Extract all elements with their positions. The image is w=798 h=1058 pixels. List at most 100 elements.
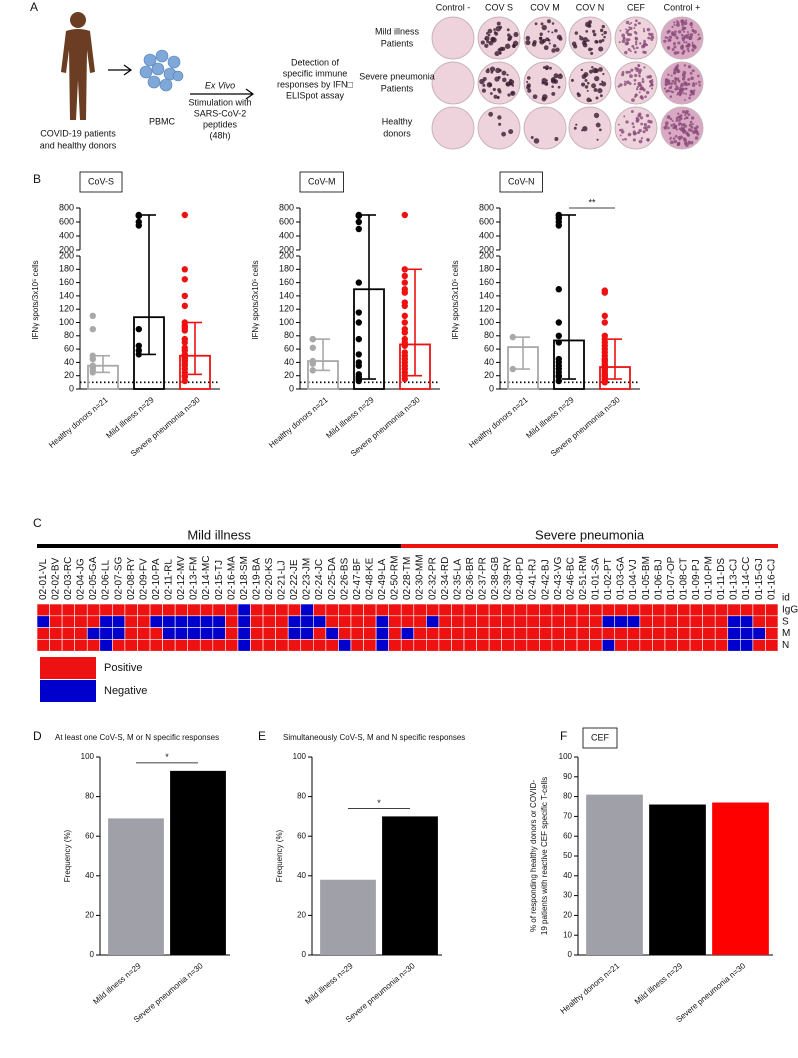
data-point	[181, 377, 188, 385]
data-point	[601, 319, 608, 326]
elispot-spot	[673, 21, 676, 24]
elispot-spot	[679, 86, 682, 89]
elispot-spot	[671, 25, 674, 29]
sample-id: 02-05-GA	[88, 556, 99, 600]
y-tick-label: 100	[559, 752, 573, 761]
sample-id: 01-02-PT	[603, 558, 614, 600]
data-point	[355, 279, 362, 286]
elispot-spot	[671, 120, 674, 123]
chart-label-box	[79, 171, 123, 193]
y-tick-label: 200	[479, 244, 494, 254]
y-tick-label: 120	[279, 304, 294, 314]
heatmap-cell	[513, 627, 528, 640]
elispot-spot	[637, 131, 640, 134]
elispot-spot	[685, 109, 689, 114]
elispot-spot	[680, 82, 683, 85]
data-point	[309, 335, 316, 343]
elispot-spot	[633, 78, 637, 82]
column-header: COV M	[530, 2, 560, 12]
heatmap-cell	[262, 615, 276, 628]
heatmap-cell	[564, 639, 578, 652]
data-point	[509, 333, 516, 341]
heatmap-cell	[639, 615, 653, 628]
data-point	[401, 312, 408, 320]
sample-id: 01-03-GA	[616, 556, 627, 600]
elispot-spot	[642, 88, 646, 92]
elispot-spot	[642, 130, 646, 134]
heatmap-cell	[526, 627, 540, 640]
elispot-spot	[629, 74, 633, 79]
sample-id: 02-06-LL	[101, 560, 112, 600]
well	[568, 106, 612, 150]
heatmap-cell	[74, 627, 88, 640]
sample-id: 02-46-BC	[565, 557, 576, 600]
y-tick-label: 120	[479, 304, 494, 314]
elispot-spot	[505, 81, 511, 87]
elispot-spot	[554, 28, 558, 33]
elispot-spot	[673, 51, 678, 55]
elispot-spot	[642, 43, 645, 46]
elispot-spot	[681, 44, 684, 47]
heatmap-cell	[413, 615, 427, 628]
data-point	[135, 325, 142, 333]
heatmap-cell	[488, 615, 502, 628]
elispot-spot	[622, 138, 625, 141]
heatmap-cell	[187, 615, 201, 628]
elispot-spot	[585, 21, 591, 28]
elispot-spot	[599, 94, 603, 98]
data-point	[89, 355, 97, 363]
elispot-spot	[632, 130, 636, 134]
elispot-spot	[630, 22, 633, 24]
heatmap-cell	[112, 603, 126, 617]
elispot-spot	[647, 125, 651, 129]
elispot-spot	[668, 35, 673, 39]
elispot-spot	[479, 78, 485, 85]
y-tick-label: 60	[484, 343, 494, 353]
y-tick-label: 180	[479, 264, 494, 274]
elispot-spot	[624, 137, 627, 141]
elispot-spot	[542, 66, 546, 69]
elispot-spot	[588, 47, 592, 52]
elispot-spot	[638, 91, 641, 94]
elispot-spot	[650, 38, 654, 42]
elispot-spot	[695, 82, 698, 85]
data-point	[355, 212, 362, 219]
elispot-spot	[683, 64, 687, 67]
elispot-spot	[690, 76, 694, 81]
detection-text: Detection of	[291, 57, 340, 67]
heatmap-cell	[400, 627, 415, 640]
elispot-spot	[680, 33, 684, 37]
heatmap-cell	[49, 615, 63, 628]
sample-id: 02-48-KE	[364, 557, 375, 600]
elispot-spot	[637, 71, 642, 75]
elispot-spot	[593, 112, 600, 119]
heatmap-cell	[74, 639, 88, 652]
elispot-spot	[482, 83, 486, 87]
elispot-spot	[556, 34, 562, 40]
heatmap-cell	[275, 639, 289, 652]
y-tick-label: 160	[279, 277, 294, 287]
sample-id: 02-10-PA	[151, 558, 162, 600]
heatmap-cell	[476, 639, 490, 652]
elispot-spot	[671, 79, 675, 83]
elispot-spot	[695, 125, 699, 129]
elispot-spot	[690, 116, 695, 120]
sample-id: 01-05-BM	[641, 556, 652, 600]
heatmap-cell	[714, 639, 729, 652]
elispot-spot	[675, 24, 678, 27]
elispot-spot	[541, 96, 547, 102]
y-tick-label: 180	[279, 264, 294, 274]
y-tick-label: 140	[59, 290, 74, 300]
y-tick-label: 20	[284, 370, 294, 380]
y-tick-label: 800	[279, 202, 294, 212]
elispot-spot	[493, 28, 496, 31]
heatmap-cell	[162, 639, 176, 652]
y-axis-label: IFNγ spots/3x10⁵ cells	[31, 260, 40, 339]
legend-label: Positive	[104, 662, 143, 674]
elispot-spot	[674, 134, 678, 138]
elispot-spot	[693, 30, 697, 34]
elispot-spot	[693, 45, 697, 50]
y-axis-label: IFNγ spots/3x10⁵ cells	[251, 260, 260, 339]
method-text: Ex Vivo	[205, 80, 235, 90]
heatmap-cell	[86, 639, 101, 652]
